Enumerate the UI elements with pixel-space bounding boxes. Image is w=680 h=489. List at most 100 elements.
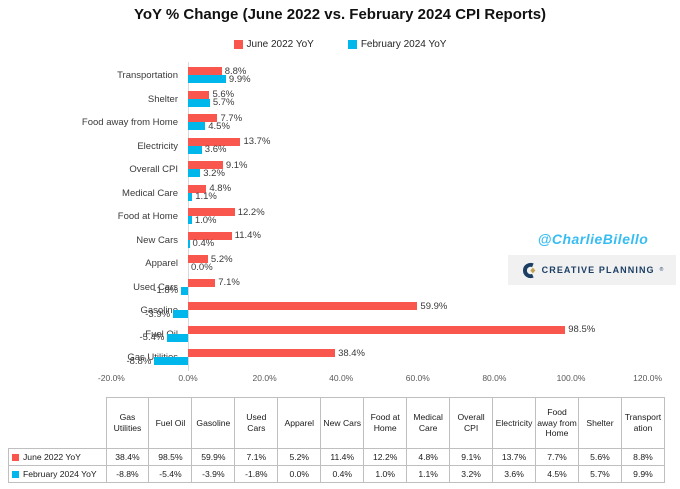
chart-bar — [188, 169, 201, 177]
table-header-cell: New Cars — [320, 397, 365, 449]
x-axis-tick: 20.0% — [252, 373, 277, 383]
bar-value-label: 13.7% — [243, 136, 271, 147]
chart-bar — [188, 255, 208, 263]
table-value-cell: 3.6% — [492, 465, 537, 483]
chart-bar — [188, 216, 192, 224]
table-value-cell: -5.4% — [148, 465, 193, 483]
watermark-charliebilello: @CharlieBilello — [537, 231, 649, 247]
bar-value-label: 5.6% — [212, 89, 235, 100]
category-label: Medical Care — [122, 187, 178, 199]
bar-value-label: 0.0% — [191, 261, 213, 273]
table-corner-blank — [9, 398, 107, 449]
chart-bar — [188, 98, 210, 107]
legend-item-june-2022: June 2022 YoY — [233, 39, 314, 50]
bar-value-label: -8.8% — [126, 355, 152, 367]
series-swatch-icon — [12, 470, 19, 478]
chart-bar — [188, 122, 206, 130]
table-header-cell: Gasoline — [191, 397, 236, 449]
bar-value-label: 38.4% — [338, 347, 365, 359]
data-table: Gas Utilities Fuel Oil Gasoline Used Cars Ap… — [8, 397, 666, 483]
bar-value-label: 0.4% — [192, 238, 215, 249]
table-value-cell: 4.8% — [406, 448, 451, 466]
x-axis-tick: 120.0% — [633, 373, 663, 383]
chart-bar — [188, 239, 190, 248]
table-header-cell: Overall CPI — [449, 397, 494, 449]
table-value-cell: 8.8% — [620, 448, 666, 466]
table-header-cell: Apparel — [277, 397, 322, 449]
table-header-cell: Food away from Home — [535, 397, 579, 449]
category-label: Used Cars — [133, 281, 178, 293]
plot-area: Transportation 8.8% 9.9% Shelter 5.6% 5.7% Foo… — [0, 62, 680, 371]
legend-label-february-2024: February 2024 YoY — [360, 39, 447, 50]
table-value-cell: 1.1% — [406, 465, 451, 483]
category-label: New Cars — [136, 234, 178, 246]
category-label: Fuel Oil — [145, 328, 178, 340]
bar-value-label: 9.1% — [225, 159, 248, 171]
chart-legend: June 2022 YoY February 2024 YoY — [0, 39, 680, 50]
bar-value-label: 7.7% — [220, 112, 243, 124]
creative-planning-logo: CREATIVE PLANNING ® — [508, 255, 676, 285]
legend-item-february-2024: February 2024 YoY — [347, 39, 447, 50]
bar-value-label: 98.5% — [568, 324, 596, 335]
x-axis-tick: -20.0% — [97, 373, 125, 383]
table-row: June 2022 YoY 38.4% 98.5% 59.9% 7.1% 5.2% 11.4… — [8, 448, 666, 466]
table-header-cell: Fuel Oil — [148, 397, 193, 449]
x-axis: -20.0% 0.0% 20.0% 40.0% 60.0% 80.0% 100.0% 120.… — [0, 373, 680, 385]
table-header-cell: Medical Care — [406, 397, 451, 449]
category-label: Overall CPI — [129, 164, 178, 175]
table-header-cell: Electricity — [492, 397, 537, 449]
table-row-label: February 2024 YoY — [8, 465, 107, 483]
chart-bar — [188, 302, 418, 310]
category-label: Transportation — [117, 70, 178, 81]
chart-bar — [188, 192, 193, 201]
table-row-label: June 2022 YoY — [8, 448, 107, 466]
category-label: Food at Home — [117, 211, 178, 222]
registered-mark-icon: ® — [659, 267, 664, 273]
category-label: Gas Utilities — [127, 352, 178, 363]
table-header-cell: Food at Home — [363, 397, 408, 449]
table-value-cell: 1.0% — [363, 465, 408, 483]
table-value-cell: -1.8% — [234, 465, 279, 483]
table-value-cell: 5.7% — [577, 465, 622, 483]
bar-value-label: 4.8% — [209, 183, 232, 194]
x-axis-tick: 0.0% — [178, 373, 198, 383]
legend-swatch-june-2022-icon — [233, 40, 243, 49]
chart-bar — [188, 75, 226, 83]
table-value-cell: 7.7% — [535, 448, 579, 466]
series-swatch-icon — [12, 453, 19, 461]
legend-label-june-2022: June 2022 YoY — [246, 39, 314, 50]
table-value-cell: 11.4% — [320, 448, 365, 466]
bar-value-label: -5.4% — [139, 332, 165, 343]
table-header-cell: Transportation — [620, 397, 666, 449]
table-body: June 2022 YoY 38.4% 98.5% 59.9% 7.1% 5.2% 11.4… — [8, 448, 666, 483]
chart-bar — [188, 278, 216, 287]
chart-bar — [188, 184, 207, 193]
chart-bar — [188, 208, 235, 216]
x-axis-tick: 40.0% — [329, 373, 354, 383]
table-value-cell: -3.9% — [191, 465, 236, 483]
chart-bar — [188, 349, 336, 357]
chart-bar — [188, 67, 222, 75]
bar-value-label: -1.8% — [153, 285, 179, 296]
table-value-cell: 7.1% — [234, 448, 279, 466]
legend-swatch-february-2024-icon — [347, 40, 357, 49]
chart-bar — [188, 325, 566, 334]
category-label: Electricity — [137, 140, 178, 152]
table-value-cell: 0.4% — [320, 465, 365, 483]
table-value-cell: 5.2% — [277, 448, 322, 466]
bar-value-label: 8.8% — [224, 65, 247, 77]
table-header-cell: Gas Utilities — [105, 397, 150, 449]
x-axis-tick: 100.0% — [556, 373, 586, 383]
table-header-row: Gas Utilities Fuel Oil Gasoline Used Cars Ap… — [9, 397, 666, 449]
table-header-cell: Used Cars — [234, 397, 279, 449]
chart-bar — [188, 137, 241, 146]
bar-value-label: 5.2% — [210, 253, 233, 265]
table-value-cell: 4.5% — [535, 465, 579, 483]
x-axis-tick: 60.0% — [405, 373, 430, 383]
table-value-cell: 59.9% — [191, 448, 236, 466]
bar-value-label: 3.6% — [204, 144, 227, 155]
table-value-cell: 0.0% — [277, 465, 322, 483]
chart-bar — [154, 357, 188, 365]
table-value-cell: -8.8% — [105, 465, 150, 483]
table-value-cell: 38.4% — [105, 448, 150, 466]
